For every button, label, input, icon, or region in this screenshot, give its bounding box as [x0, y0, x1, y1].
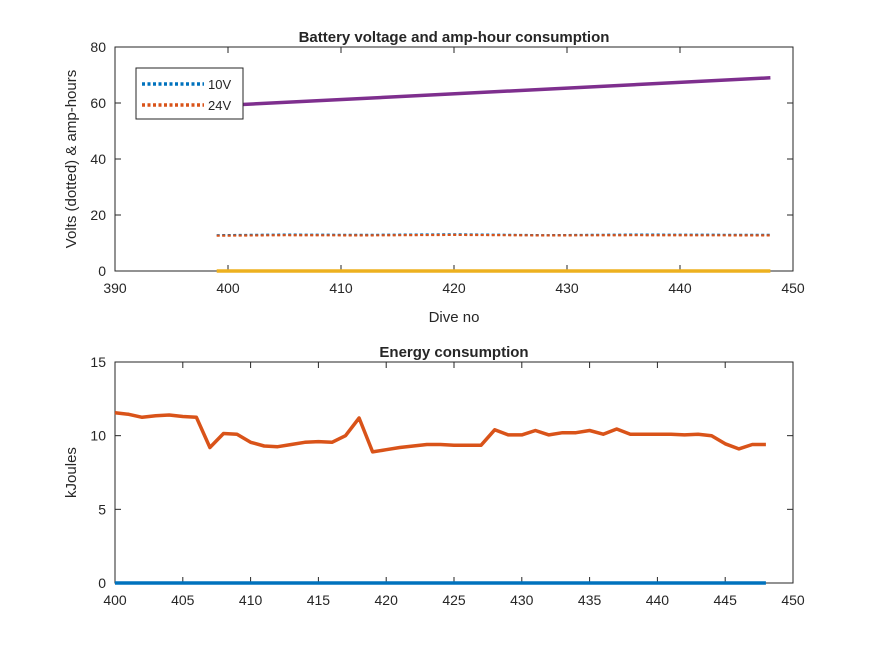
x-tick-label: 430	[555, 280, 579, 296]
x-tick-label: 420	[375, 592, 399, 608]
y-tick-label: 15	[90, 354, 106, 370]
x-tick-label: 425	[442, 592, 466, 608]
y-tick-label: 60	[90, 95, 106, 111]
y-tick-label: 20	[90, 207, 106, 223]
x-tick-label: 450	[781, 592, 805, 608]
energy-chart-title: Energy consumption	[379, 344, 528, 361]
x-tick-label: 440	[668, 280, 692, 296]
voltage-y-axis-label: Volts (dotted) & amp-hours	[63, 70, 80, 248]
x-tick-label: 435	[578, 592, 602, 608]
series-line-1	[114, 411, 766, 454]
x-tick-label: 450	[781, 280, 805, 296]
x-tick-label: 390	[103, 280, 127, 296]
voltage-x-axis-label: Dive no	[429, 309, 480, 326]
y-tick-label: 10	[90, 428, 106, 444]
x-tick-label: 410	[239, 592, 263, 608]
x-tick-label: 410	[329, 280, 353, 296]
voltage-legend: 10V 24V	[135, 67, 244, 120]
y-tick-label: 5	[98, 501, 106, 517]
legend-label-24v: 24V	[208, 98, 231, 113]
x-tick-label: 445	[714, 592, 738, 608]
series-line-3	[216, 76, 771, 108]
energy-y-axis-label: kJoules	[63, 447, 80, 498]
y-tick-label: 40	[90, 151, 106, 167]
y-tick-label: 80	[90, 39, 106, 55]
energy-plot-area	[114, 361, 794, 584]
x-tick-label: 415	[307, 592, 331, 608]
x-tick-label: 405	[171, 592, 195, 608]
voltage-chart-title: Battery voltage and amp-hour consumption	[299, 29, 610, 46]
x-tick-label: 400	[216, 280, 240, 296]
x-tick-label: 400	[103, 592, 127, 608]
y-tick-label: 0	[98, 575, 106, 591]
voltage-axes: 390 400 410 420 430 440 450 0 20 40 60 80 Battery v…	[63, 29, 805, 326]
legend-label-10v: 10V	[208, 77, 231, 92]
x-tick-label: 430	[510, 592, 534, 608]
x-tick-label: 420	[442, 280, 466, 296]
y-tick-label: 0	[98, 263, 106, 279]
energy-axes: 400 405 410 415 420 425 430 435 440 445 450051015 …	[63, 344, 805, 608]
x-tick-label: 440	[646, 592, 670, 608]
series-line-24v	[216, 233, 771, 237]
legend-box	[135, 67, 244, 120]
